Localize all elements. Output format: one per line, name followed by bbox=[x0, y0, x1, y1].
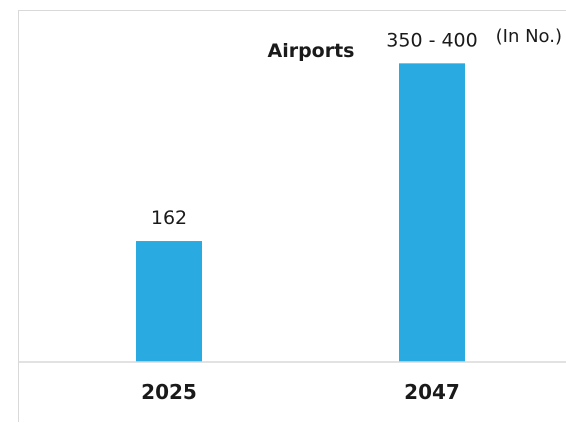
unit-note: (In No.) bbox=[496, 26, 562, 47]
x-tick-label-2047: 2047 bbox=[404, 380, 460, 404]
labels-layer: 162 2025 350 - 400 2047 bbox=[141, 29, 478, 404]
chart-panel: Airports (In No.) 162 2025 350 - 400 2047 bbox=[18, 10, 566, 422]
chart-title: Airports bbox=[267, 40, 354, 62]
bar-2025 bbox=[136, 241, 202, 362]
data-label-2025: 162 bbox=[151, 207, 187, 229]
bar-2047 bbox=[399, 63, 465, 362]
x-tick-label-2025: 2025 bbox=[141, 380, 197, 404]
data-label-2047: 350 - 400 bbox=[386, 29, 477, 51]
bar-chart: Airports (In No.) 162 2025 350 - 400 2047 bbox=[19, 26, 566, 404]
bars-layer bbox=[136, 63, 465, 362]
